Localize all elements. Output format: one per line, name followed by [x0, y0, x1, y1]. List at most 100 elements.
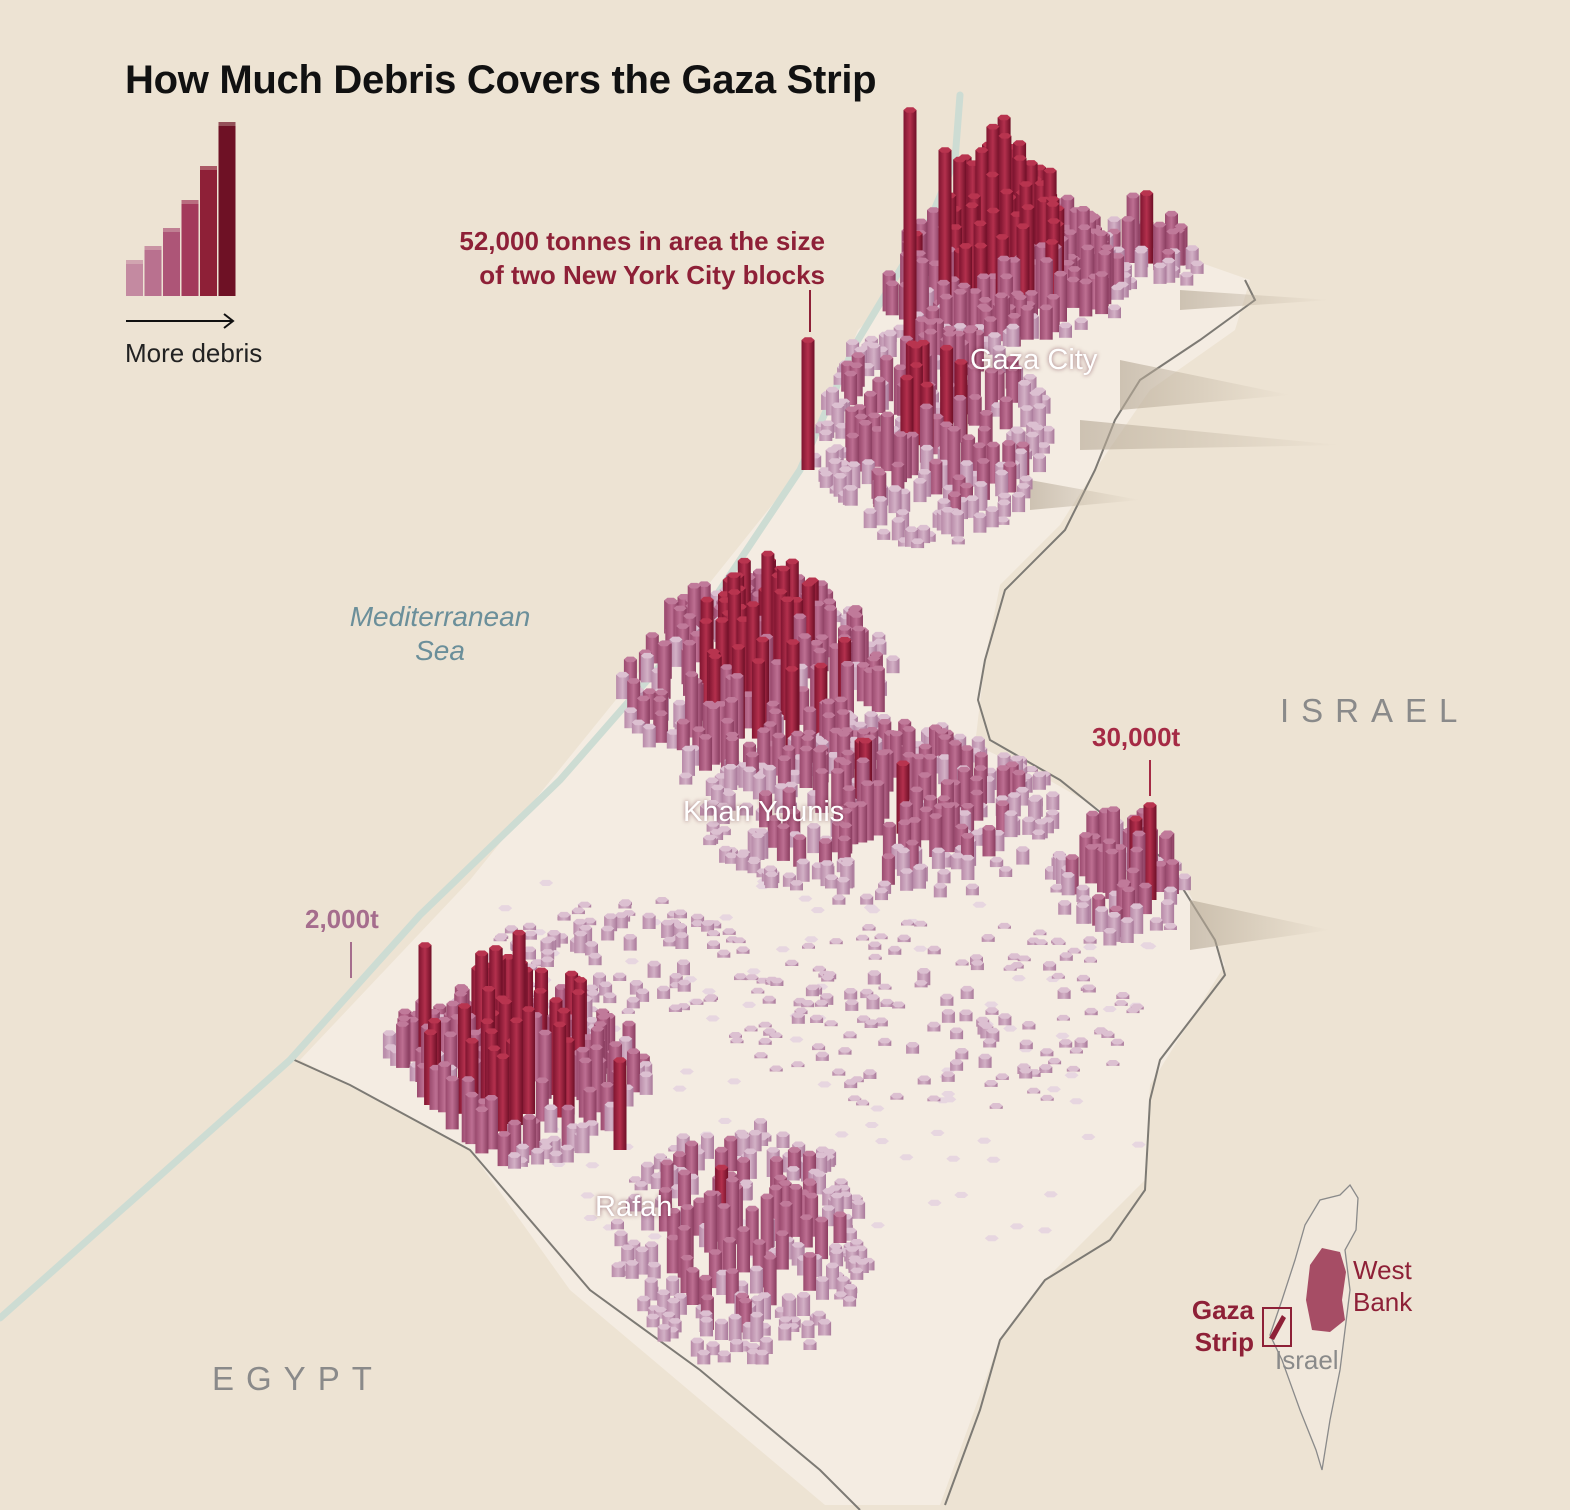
- debris-bar-top: [1085, 844, 1099, 850]
- debris-bar-top: [533, 988, 547, 994]
- debris-bar-top: [821, 420, 835, 426]
- ground-hex: [1083, 944, 1097, 951]
- debris-bar: [860, 991, 874, 999]
- annotation-main-line2: of two New York City blocks: [479, 260, 825, 290]
- debris-bar-top: [844, 988, 858, 994]
- debris-bar: [657, 1326, 671, 1342]
- debris-bar-top: [1065, 854, 1079, 860]
- debris-bar-top: [1113, 844, 1127, 850]
- debris-bar-top: [574, 930, 588, 937]
- debris-bar-top: [857, 1015, 871, 1021]
- debris-bar: [549, 1153, 563, 1163]
- debris-bar-top: [738, 1297, 752, 1304]
- debris-bar-top: [803, 1252, 817, 1258]
- debris-bar-top: [874, 1017, 888, 1024]
- debris-bar-top: [1041, 425, 1055, 432]
- debris-bar: [666, 1237, 680, 1274]
- debris-bar-top: [668, 1318, 682, 1324]
- debris-bar-top: [950, 1059, 964, 1065]
- debris-bar: [881, 856, 895, 885]
- debris-bar-top: [839, 822, 853, 829]
- debris-bar-top: [890, 730, 903, 737]
- debris-bar-top: [829, 727, 843, 734]
- debris-bar-top: [938, 734, 952, 740]
- debris-bar-top: [809, 640, 823, 646]
- debris-bar: [629, 982, 643, 995]
- debris-bar-top: [834, 1178, 848, 1184]
- debris-bar-top: [812, 965, 826, 972]
- debris-bar-top: [676, 718, 690, 725]
- debris-bar: [1061, 874, 1075, 896]
- debris-bar: [850, 1270, 864, 1280]
- debris-bar-top: [931, 847, 945, 854]
- debris-bar: [1154, 863, 1167, 892]
- debris-bar: [863, 1072, 877, 1079]
- debris-bar-top: [826, 386, 839, 393]
- debris-bar: [686, 1269, 700, 1305]
- debris-bar-top: [901, 919, 914, 926]
- debris-bar: [626, 999, 640, 1009]
- debris-bar: [871, 668, 885, 713]
- debris-bar: [917, 1078, 931, 1085]
- debris-bar-top: [1180, 271, 1194, 278]
- ground-hex: [727, 1078, 742, 1085]
- debris-bar-top: [747, 858, 761, 864]
- debris-bar: [509, 1020, 523, 1125]
- debris-bar: [866, 997, 880, 1010]
- debris-bar: [797, 1294, 811, 1316]
- debris-bar: [992, 348, 1006, 374]
- debris-bar-top: [900, 335, 914, 342]
- debris-bar-top: [627, 678, 641, 684]
- debris-bar: [725, 855, 738, 864]
- ground-hex: [804, 936, 819, 943]
- debris-bar-top: [757, 727, 771, 733]
- debris-bar-top: [852, 625, 866, 632]
- debris-bar: [642, 726, 656, 748]
- debris-bar: [950, 1061, 964, 1071]
- debris-bar-top: [725, 1268, 739, 1274]
- inset-label-israel: Israel: [1275, 1345, 1339, 1375]
- debris-bar-top: [673, 605, 687, 612]
- debris-bar-top: [832, 894, 846, 901]
- debris-bar-top: [589, 1044, 603, 1050]
- debris-bar-top: [1092, 894, 1106, 900]
- debris-bar-top: [864, 335, 878, 342]
- debris-bar-top: [674, 909, 687, 915]
- debris-bar-top: [1076, 884, 1090, 891]
- debris-bar-top: [666, 1275, 680, 1282]
- debris-bar-top: [1138, 882, 1152, 889]
- debris-bar-top: [1022, 1021, 1036, 1027]
- debris-bar-top: [981, 934, 995, 940]
- debris-bar-top: [996, 800, 1010, 806]
- debris-bar-top: [857, 728, 871, 735]
- debris-bar: [540, 940, 554, 952]
- debris-bar-top: [751, 987, 765, 994]
- debris-bar-top: [937, 795, 951, 801]
- debris-bar-top: [1016, 441, 1030, 448]
- debris-bar-top: [836, 1276, 850, 1282]
- debris-bar-top: [576, 1046, 590, 1053]
- debris-bar-top: [722, 790, 736, 796]
- debris-bar-top: [639, 1071, 653, 1078]
- debris-bar-top: [666, 1234, 680, 1241]
- debris-bar-top: [867, 412, 881, 419]
- debris-bar-top: [856, 662, 870, 668]
- debris-bar: [775, 1233, 789, 1270]
- debris-bar: [523, 949, 536, 960]
- debris-bar-top: [708, 1249, 722, 1255]
- debris-bar-top: [1130, 903, 1144, 909]
- debris-bar-top: [867, 342, 881, 349]
- debris-bar-top: [890, 1092, 904, 1099]
- debris-bar-top: [522, 1114, 536, 1120]
- debris-bar-top: [1007, 313, 1021, 319]
- debris-bar-top: [730, 673, 744, 679]
- debris-bar-top: [1110, 284, 1124, 291]
- debris-bar: [774, 1309, 788, 1318]
- debris-bar-top: [903, 107, 917, 113]
- debris-bar: [812, 1313, 826, 1326]
- debris-bar-top: [985, 171, 999, 178]
- debris-bar: [870, 428, 884, 467]
- debris-bar-top: [961, 833, 974, 839]
- debris-bar: [657, 643, 671, 699]
